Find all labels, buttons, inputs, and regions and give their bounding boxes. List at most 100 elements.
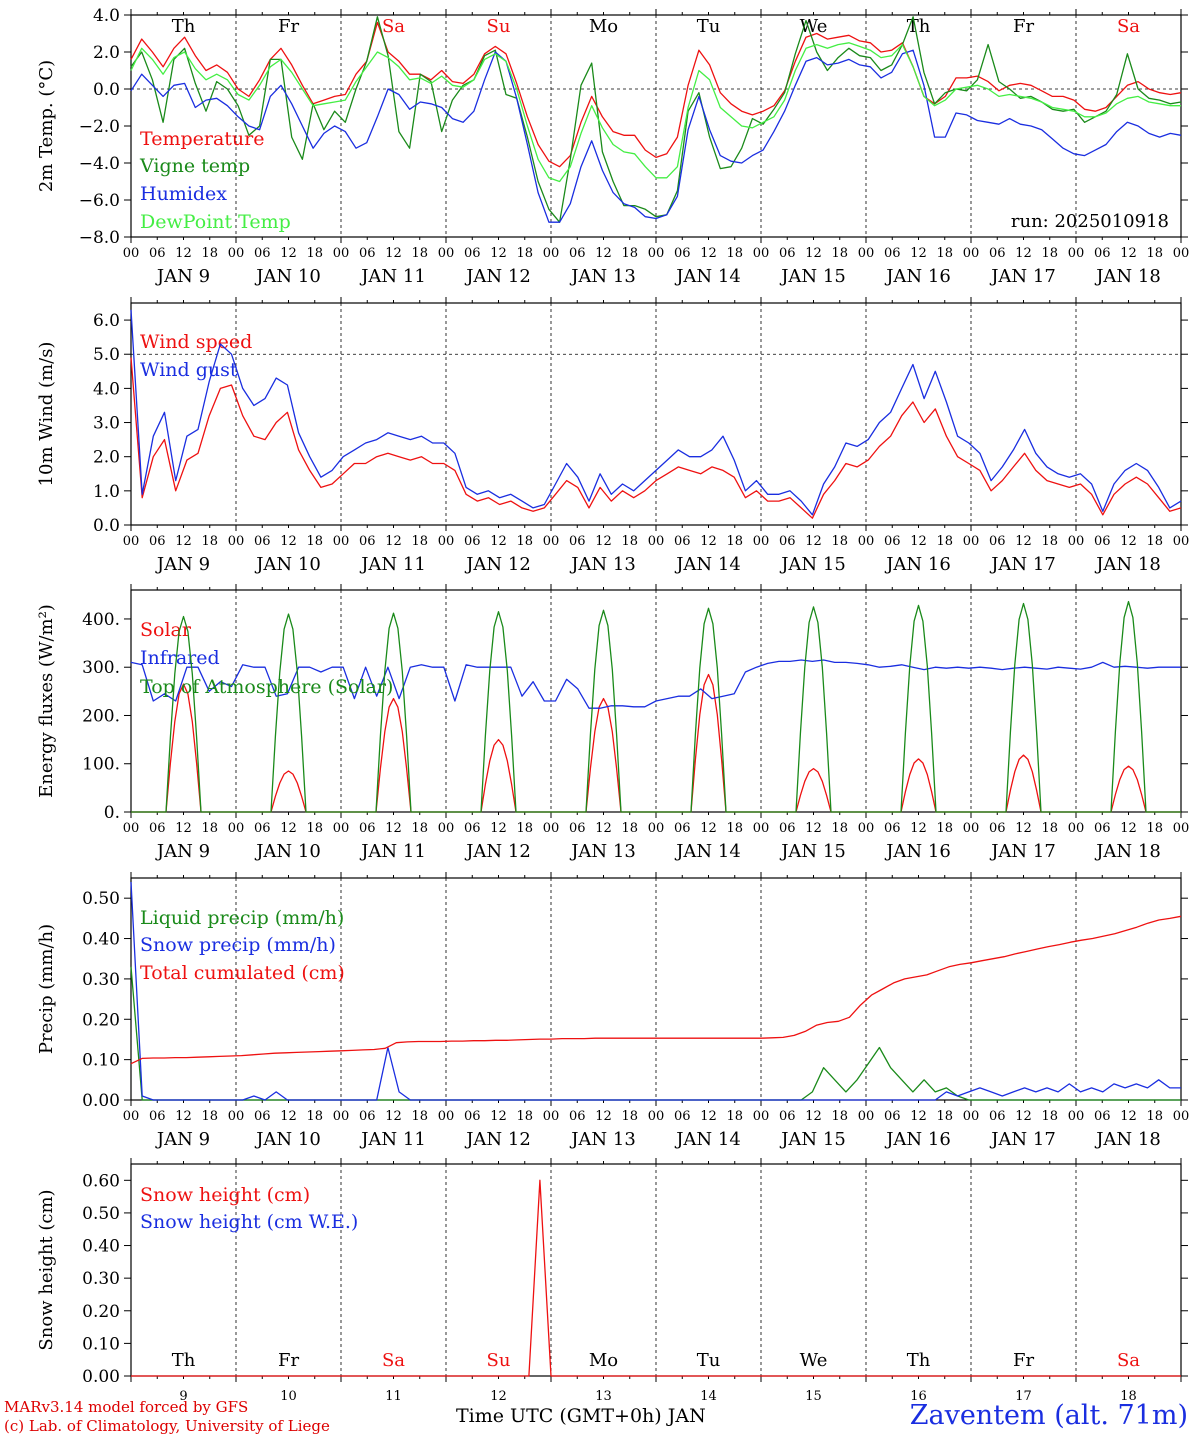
series-line-3-3 <box>131 600 1181 813</box>
x-hour-label: 00 <box>858 821 875 836</box>
x-hour-label: 18 <box>306 821 323 836</box>
x-day-number: 12 <box>490 1389 507 1404</box>
x-hour-label: 12 <box>805 821 822 836</box>
x-day-label: JAN 14 <box>674 554 741 575</box>
y-axis-label: Snow height (cm) <box>36 1189 57 1350</box>
x-hour-label: 00 <box>1173 1109 1190 1124</box>
weekday-label: Mo <box>589 1350 618 1371</box>
y-tick-label: 0.60 <box>82 1171 120 1191</box>
x-hour-label: 06 <box>569 1109 586 1124</box>
y-tick-label: 1.0 <box>93 482 120 502</box>
x-hour-label: 18 <box>621 246 638 261</box>
x-hour-label: 00 <box>543 246 560 261</box>
weekday-label: Su <box>487 1350 511 1371</box>
x-day-number: 10 <box>280 1389 297 1404</box>
x-hour-label: 00 <box>228 534 245 549</box>
y-tick-label: 0.00 <box>82 1091 120 1111</box>
x-day-label: JAN 16 <box>884 1129 951 1150</box>
x-hour-label: 18 <box>516 821 533 836</box>
x-day-label: JAN 11 <box>359 266 426 287</box>
x-hour-label: 18 <box>411 534 428 549</box>
x-hour-label: 12 <box>490 821 507 836</box>
x-hour-label: 18 <box>936 1109 953 1124</box>
x-day-label: JAN 15 <box>779 841 846 862</box>
x-hour-label: 06 <box>149 1109 166 1124</box>
x-hour-label: 18 <box>621 821 638 836</box>
weekday-label: Th <box>907 1350 931 1371</box>
x-hour-label: 06 <box>779 534 796 549</box>
x-hour-label: 18 <box>411 821 428 836</box>
y-tick-label: 300. <box>82 658 120 678</box>
x-hour-label: 00 <box>228 1109 245 1124</box>
x-day-label: JAN 11 <box>359 1129 426 1150</box>
x-hour-label: 12 <box>595 821 612 836</box>
y-tick-label: 4.0 <box>93 379 120 399</box>
x-hour-label: 06 <box>359 821 376 836</box>
y-tick-label: 0.50 <box>82 1204 120 1224</box>
weekday-label: Fr <box>278 1350 299 1371</box>
x-hour-label: 00 <box>543 821 560 836</box>
x-hour-label: 12 <box>1120 821 1137 836</box>
x-day-number: 11 <box>385 1389 402 1404</box>
x-hour-label: 12 <box>385 246 402 261</box>
x-hour-label: 00 <box>858 246 875 261</box>
x-hour-label: 12 <box>910 821 927 836</box>
y-tick-label: 200. <box>82 706 120 726</box>
y-tick-label: 0.20 <box>82 1010 120 1030</box>
x-hour-label: 00 <box>333 821 350 836</box>
x-hour-label: 18 <box>831 246 848 261</box>
x-hour-label: 00 <box>333 246 350 261</box>
x-day-label: JAN 14 <box>674 841 741 862</box>
weekday-label: Tu <box>697 1350 721 1371</box>
x-day-label: JAN 18 <box>1094 266 1161 287</box>
credit-line-1: MARv3.14 model forced by GFS <box>4 1398 249 1416</box>
x-hour-label: 00 <box>963 821 980 836</box>
weekday-label: Fr <box>1013 16 1034 37</box>
x-hour-label: 12 <box>385 1109 402 1124</box>
x-hour-label: 06 <box>359 246 376 261</box>
x-hour-label: 12 <box>910 246 927 261</box>
x-day-label: JAN 13 <box>569 554 636 575</box>
x-hour-label: 12 <box>1120 246 1137 261</box>
series-line-4-3 <box>130 915 1182 1065</box>
x-day-label: JAN 18 <box>1094 841 1161 862</box>
x-hour-label: 06 <box>989 534 1006 549</box>
y-tick-label: 0.20 <box>82 1302 120 1322</box>
x-hour-label: 12 <box>490 534 507 549</box>
x-hour-label: 12 <box>490 246 507 261</box>
x-hour-label: 12 <box>700 1109 717 1124</box>
x-hour-label: 00 <box>438 1109 455 1124</box>
legend-entry: Snow precip (mm/h) <box>140 934 336 956</box>
weekday-label: Fr <box>278 16 299 37</box>
weekday-label: We <box>800 1350 828 1371</box>
weekday-label: Sa <box>1117 1350 1140 1371</box>
x-hour-label: 18 <box>1041 1109 1058 1124</box>
x-day-label: JAN 14 <box>674 266 741 287</box>
x-axis-title: Time UTC (GMT+0h) JAN <box>456 1405 706 1427</box>
x-hour-label: 18 <box>1041 246 1058 261</box>
x-hour-label: 06 <box>254 534 271 549</box>
x-hour-label: 12 <box>1120 534 1137 549</box>
y-tick-label: 0.30 <box>82 970 120 990</box>
x-hour-label: 18 <box>306 1109 323 1124</box>
y-tick-label: 0.0 <box>93 516 120 536</box>
x-hour-label: 06 <box>254 821 271 836</box>
x-hour-label: 06 <box>1094 534 1111 549</box>
x-hour-label: 12 <box>700 821 717 836</box>
x-day-label: JAN 17 <box>989 266 1056 287</box>
legend-entry: DewPoint Temp <box>140 211 291 233</box>
x-hour-label: 18 <box>726 1109 743 1124</box>
station-name: Zaventem (alt. 71m) <box>909 1400 1188 1431</box>
x-hour-label: 00 <box>753 821 770 836</box>
x-hour-label: 12 <box>280 1109 297 1124</box>
weekday-label: Th <box>907 16 931 37</box>
y-tick-label: 6.0 <box>93 311 120 331</box>
x-hour-label: 06 <box>149 821 166 836</box>
x-day-number: 13 <box>595 1389 612 1404</box>
x-hour-label: 18 <box>411 1109 428 1124</box>
x-hour-label: 00 <box>648 1109 665 1124</box>
x-day-label: JAN 11 <box>359 841 426 862</box>
x-hour-label: 12 <box>595 246 612 261</box>
weekday-label: Tu <box>697 16 721 37</box>
